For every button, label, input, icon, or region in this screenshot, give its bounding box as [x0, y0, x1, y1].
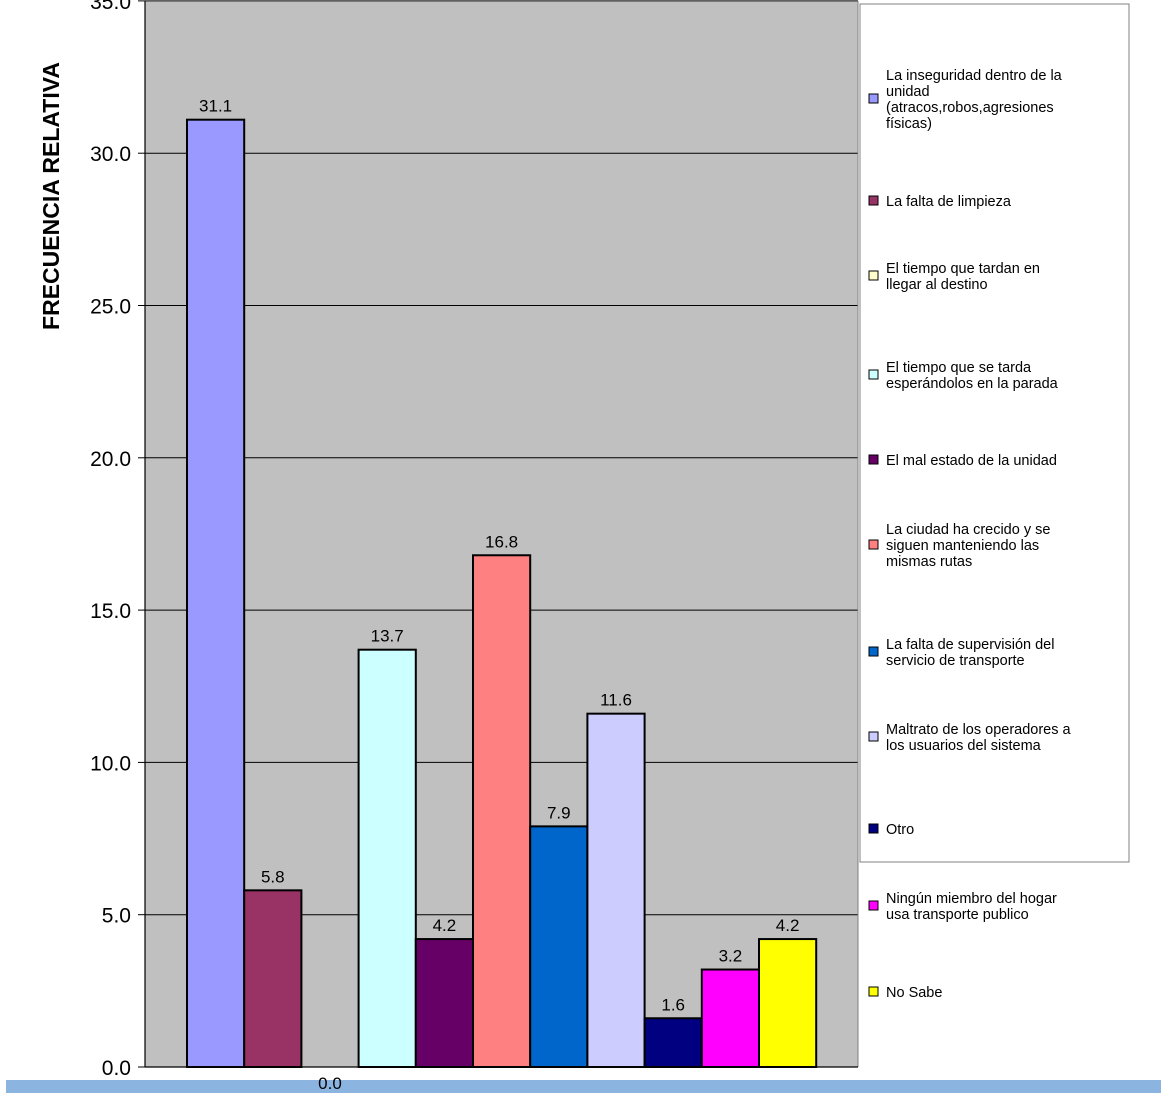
data-label: 4.2: [776, 916, 800, 935]
data-label: 7.9: [547, 803, 571, 822]
legend-label: usa transporte publico: [886, 907, 1029, 923]
legend-label: unidad: [886, 84, 930, 100]
data-label: 16.8: [485, 532, 518, 551]
legend-swatch: [868, 646, 879, 657]
data-label: 1.6: [661, 995, 685, 1014]
bar: [529, 825, 589, 1069]
data-label: 0.0: [318, 1074, 342, 1093]
bottom-band: [6, 1080, 1161, 1093]
y-tick-label: 5.0: [102, 905, 131, 928]
legend-label: servicio de transporte: [886, 653, 1025, 669]
y-tick-label: 35.0: [90, 0, 131, 14]
bar: [586, 712, 646, 1068]
legend-swatch: [868, 454, 879, 465]
legend-swatch: [868, 93, 879, 104]
legend-label: La falta de supervisión del: [886, 637, 1054, 653]
legend-label: Ningún miembro del hogar: [886, 891, 1057, 907]
data-label: 5.8: [261, 867, 285, 886]
y-tick-label: 0.0: [102, 1057, 131, 1080]
legend-label: llegar al destino: [886, 277, 988, 293]
bar: [357, 648, 417, 1068]
legend-swatch: [868, 270, 879, 281]
y-tick-label: 15.0: [90, 600, 131, 623]
y-tick-label: 10.0: [90, 752, 131, 775]
legend-label: mismas rutas: [886, 554, 972, 570]
data-label: 3.2: [719, 947, 743, 966]
y-tick-label: 25.0: [90, 296, 131, 319]
bar: [472, 554, 532, 1068]
data-label: 11.6: [600, 691, 632, 710]
legend-box: [859, 3, 1130, 863]
legend-label: siguen manteniendo las: [886, 538, 1039, 554]
bar: [243, 889, 303, 1068]
legend-label: Maltrato de los operadores a: [886, 722, 1072, 738]
legend-label: La falta de limpieza: [886, 194, 1012, 210]
legend-swatch: [868, 195, 879, 206]
legend-swatch: [868, 900, 879, 911]
bar: [643, 1017, 703, 1068]
legend-label: Otro: [886, 822, 914, 838]
y-tick-label: 30.0: [90, 143, 131, 166]
legend-label: No Sabe: [886, 985, 942, 1001]
legend-label: La inseguridad dentro de la: [886, 68, 1063, 84]
legend-swatch: [868, 986, 879, 997]
y-tick-label: 20.0: [90, 448, 131, 471]
legend-swatch: [868, 823, 879, 834]
bar: [758, 938, 818, 1068]
data-label: 13.7: [371, 627, 404, 646]
legend-swatch: [868, 731, 879, 742]
bar: [414, 938, 474, 1068]
legend-label: físicas): [886, 116, 932, 132]
legend-label: El mal estado de la unidad: [886, 453, 1057, 469]
legend-label: los usuarios del sistema: [886, 738, 1042, 754]
y-axis-title: FRECUENCIA RELATIVA: [38, 62, 64, 330]
data-label: 4.2: [433, 916, 457, 935]
legend-label: (atracos,robos,agresiones: [886, 100, 1054, 116]
legend-label: La ciudad ha crecido y se: [886, 522, 1050, 538]
data-label: 31.1: [199, 97, 232, 116]
bar: [700, 968, 760, 1069]
legend-swatch: [868, 369, 879, 380]
bar: [186, 118, 246, 1069]
legend-swatch: [868, 539, 879, 550]
legend-label: El tiempo que tardan en: [886, 261, 1040, 277]
legend-label: El tiempo que se tarda: [886, 360, 1032, 376]
legend-label: esperándolos en la parada: [886, 376, 1059, 392]
